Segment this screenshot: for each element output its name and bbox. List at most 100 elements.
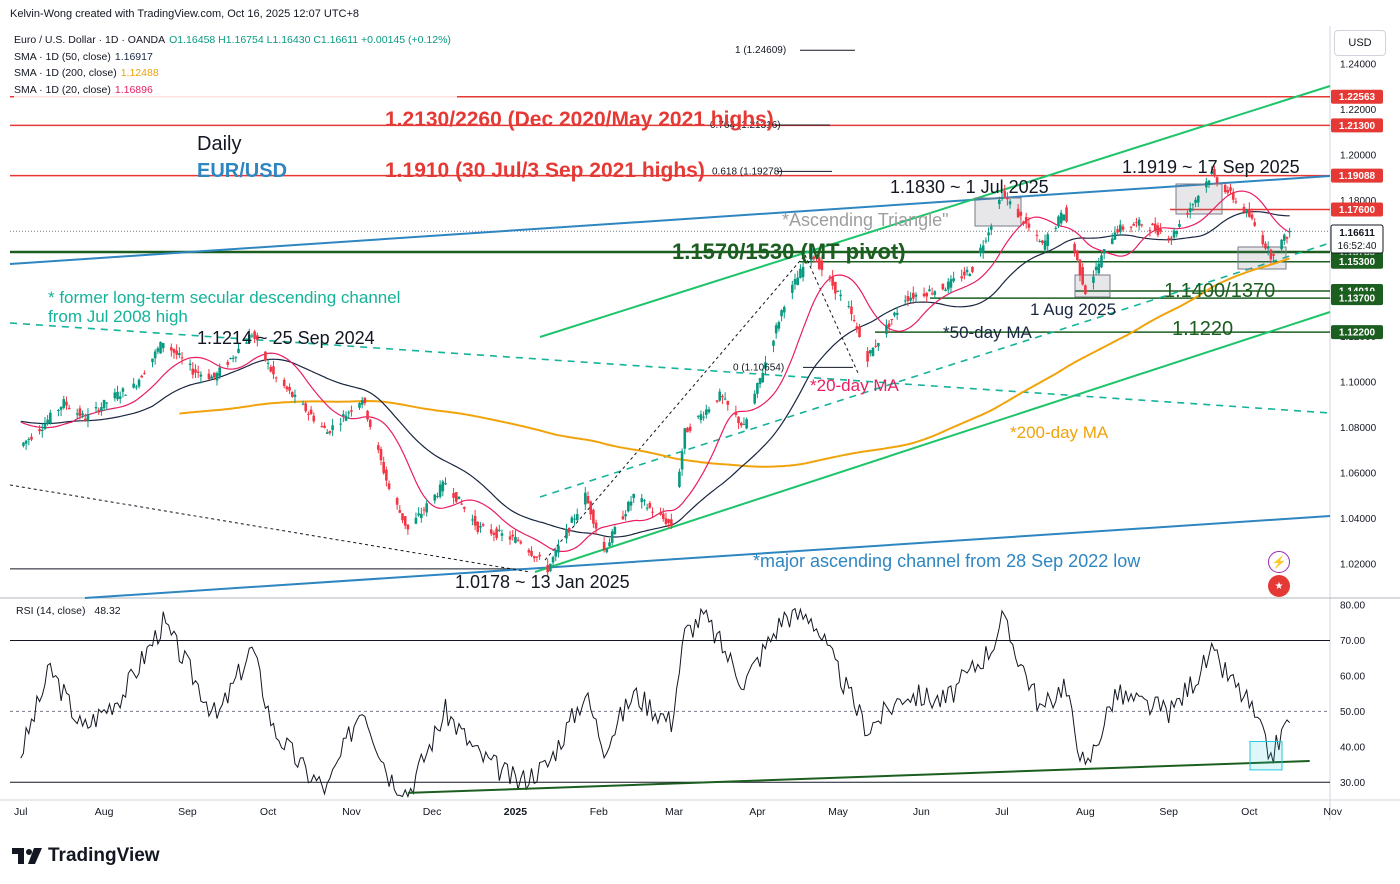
candle-body [796,277,799,286]
candle-body [1151,223,1154,226]
candle-body [172,349,176,353]
alert-lightning-icon[interactable]: ⚡ [1268,551,1290,573]
candle-body [820,260,824,271]
candle-body [175,350,178,355]
rsi-line [20,607,1291,798]
time-tick-label: Aug [1076,806,1095,818]
candle-body [670,519,673,527]
candle-body [170,347,173,351]
candle-body [124,394,127,396]
rsi-value: 48.32 [94,605,121,617]
time-tick-label: Aug [95,806,114,818]
candle-body [514,536,517,543]
candle-body [809,248,813,261]
candle-body [774,325,778,334]
annotation-high-2024: 1.1214 ~ 25 Sep 2024 [197,328,375,348]
candle-body [723,398,727,400]
candle-body [511,534,515,537]
price-tag-label: 1.15300 [1339,257,1376,268]
candle-body [46,419,49,424]
price-tick-label: 1.10000 [1340,378,1377,389]
price-tag-label: 1.17600 [1339,205,1376,216]
candle-body [231,357,235,359]
candle-body [979,247,982,254]
candle-body [1186,212,1189,215]
candle-body [538,554,541,557]
candle-body [454,492,458,502]
price-tag-label: 1.12200 [1339,328,1376,339]
candle-body [610,531,614,543]
candle-body [549,563,552,572]
candle-body [266,362,270,364]
sma50-label: SMA · 1D (50, close) [14,50,111,63]
time-tick-label: Oct [1241,806,1257,818]
symbol-row[interactable]: Euro / U.S. Dollar · 1D · OANDA O1.16458 … [14,32,451,49]
candle-body [1242,206,1246,213]
candle-body [1073,243,1076,253]
candle-body [1172,230,1176,238]
sma50-row[interactable]: SMA · 1D (50, close) 1.16917 [14,49,451,66]
candle-body [909,297,912,301]
candle-body [1272,254,1275,256]
candle-body [1178,224,1181,227]
candle-body [1248,209,1251,217]
candle-body [347,412,351,414]
candle-body [922,293,926,297]
candle-body [965,269,969,273]
candle-body [1078,259,1082,276]
currency-button[interactable]: USD [1334,30,1386,56]
candle-body [914,294,918,297]
sma20-value: 1.16896 [114,83,153,96]
us-flag-icon[interactable]: ★ [1268,575,1290,597]
candle-body [196,371,200,374]
candle-body [567,527,571,532]
price-tag [1331,168,1383,183]
candle-body [417,513,420,516]
candle-body [1035,234,1039,236]
candle-body [1046,234,1050,246]
candle-body [75,413,79,415]
candle-body [210,376,213,379]
price-tag [1331,325,1383,340]
candle-body [328,431,332,434]
candle-body [360,400,364,405]
sma50-value: 1.16917 [114,50,153,63]
annotation-sup-1.1220: 1.1220 [1172,318,1233,340]
sma200-row[interactable]: SMA · 1D (200, close) 1.12488 [14,65,451,82]
candle-body [1092,276,1095,283]
price-tick-label: 1.04000 [1340,514,1377,525]
candle-body [398,510,402,513]
candle-body [40,429,44,432]
candle-body [761,372,765,383]
candle-body [817,257,821,269]
candle-body [180,357,184,359]
rsi-tick-label: 60.00 [1340,671,1365,682]
fib-label: 0.618 (1.19278) [712,166,783,177]
sma200-value: 1.12488 [120,67,159,79]
candle-body [1043,240,1047,250]
sma20-row[interactable]: SMA · 1D (20, close) 1.16896 [14,82,451,99]
tradingview-logo[interactable]: TradingView [12,845,160,867]
annotation-res-1.2130: 1.2130/2260 (Dec 2020/May 2021 highs) [385,108,774,131]
candle-body [613,527,617,534]
candle-body [247,334,251,344]
candle-body [1121,226,1125,230]
candle-body [772,340,775,346]
candle-body [1059,212,1063,224]
candle-body [621,516,625,520]
candle-body [1266,246,1270,249]
candle-body [479,526,482,528]
rsi-legend[interactable]: RSI (14, close) 48.32 [16,605,121,617]
candle-body [422,509,426,511]
price-tag [1331,118,1383,133]
candle-body [1062,214,1066,221]
time-tick-label: Sep [1159,806,1178,818]
candle-body [1159,229,1162,232]
candle-body [661,513,665,519]
candle-body [1264,243,1267,249]
candle-body [342,414,345,416]
time-tick-label: Jul [995,806,1008,818]
candle-body [38,429,41,432]
chart-credit: Kelvin-Wong created with TradingView.com… [10,8,360,20]
